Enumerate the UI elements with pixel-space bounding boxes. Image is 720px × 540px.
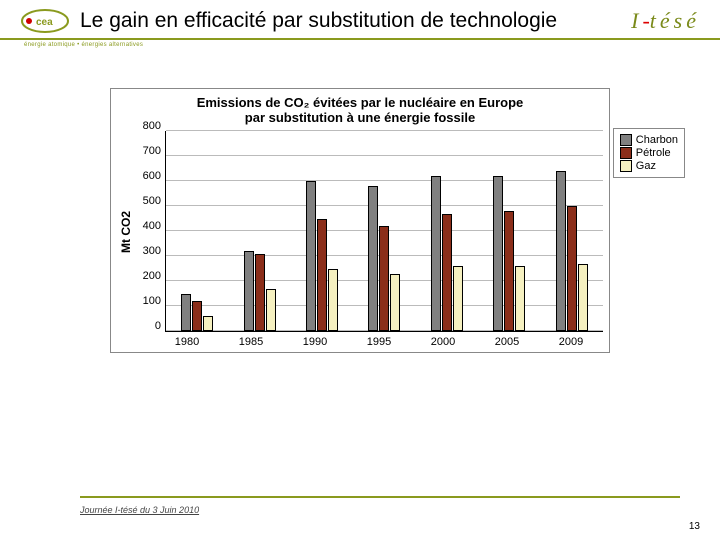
bar <box>192 301 202 331</box>
y-axis-label: Mt CO2 <box>117 211 133 253</box>
bar-group <box>353 131 415 331</box>
bar <box>266 289 276 332</box>
bar <box>556 171 566 331</box>
legend-row: Pétrole <box>620 147 678 159</box>
legend-row: Charbon <box>620 134 678 146</box>
legend-label: Pétrole <box>636 147 671 159</box>
cea-logo: cea <box>20 8 70 34</box>
x-tick: 1995 <box>347 336 411 348</box>
legend-swatch <box>620 160 632 172</box>
legend-label: Gaz <box>636 160 656 172</box>
bar <box>442 214 452 332</box>
x-tick: 1985 <box>219 336 283 348</box>
x-tick: 2009 <box>539 336 603 348</box>
chart-title: Emissions de CO₂ évitées par le nucléair… <box>117 95 603 125</box>
legend-row: Gaz <box>620 160 678 172</box>
bar <box>368 186 378 331</box>
bars <box>166 131 603 331</box>
bar <box>203 316 213 331</box>
bar <box>181 294 191 332</box>
bar <box>515 266 525 331</box>
x-tick: 2005 <box>475 336 539 348</box>
bar <box>504 211 514 331</box>
bar-group <box>228 131 290 331</box>
chart: CharbonPétroleGaz Emissions de CO₂ évité… <box>110 88 610 353</box>
bar <box>453 266 463 331</box>
logo-right-dash: - <box>642 8 649 33</box>
page-number: 13 <box>689 521 700 532</box>
logo-right-pre: I <box>631 8 642 33</box>
header: cea Le gain en efficacité par substituti… <box>0 0 720 40</box>
plot-area <box>165 131 603 332</box>
bar-group <box>291 131 353 331</box>
x-tick: 2000 <box>411 336 475 348</box>
bar <box>244 251 254 331</box>
bar <box>493 176 503 331</box>
x-tick: 1990 <box>283 336 347 348</box>
legend-swatch <box>620 134 632 146</box>
bar-group <box>416 131 478 331</box>
legend-swatch <box>620 147 632 159</box>
y-axis: 8007006005004003002001000 <box>133 131 165 331</box>
svg-text:cea: cea <box>36 17 53 28</box>
x-axis: 1980198519901995200020052009 <box>155 332 603 352</box>
bar-group <box>478 131 540 331</box>
bar <box>390 274 400 332</box>
bar <box>379 226 389 331</box>
bar-group <box>541 131 603 331</box>
bar <box>317 219 327 332</box>
footer-text: Journée I-tésé du 3 Juin 2010 <box>80 505 199 515</box>
bar <box>255 254 265 332</box>
chart-body: Mt CO2 8007006005004003002001000 <box>117 131 603 332</box>
chart-legend: CharbonPétroleGaz <box>613 128 685 178</box>
chart-title-line1: Emissions de CO₂ évitées par le nucléair… <box>197 95 524 110</box>
page-title: Le gain en efficacité par substitution d… <box>80 9 631 33</box>
bar <box>328 269 338 332</box>
chart-box: Emissions de CO₂ évitées par le nucléair… <box>110 88 610 353</box>
legend-label: Charbon <box>636 134 678 146</box>
itese-logo: I-tésé <box>631 8 700 34</box>
bar-group <box>166 131 228 331</box>
tagline: énergie atomique • énergies alternatives <box>0 40 720 48</box>
x-tick: 1980 <box>155 336 219 348</box>
bar <box>431 176 441 331</box>
chart-title-line2: par substitution à une énergie fossile <box>245 110 475 125</box>
footer: Journée I-tésé du 3 Juin 2010 <box>80 496 680 518</box>
bar <box>567 206 577 331</box>
bar <box>306 181 316 331</box>
logo-right-post: tésé <box>650 8 700 33</box>
bar <box>578 264 588 332</box>
